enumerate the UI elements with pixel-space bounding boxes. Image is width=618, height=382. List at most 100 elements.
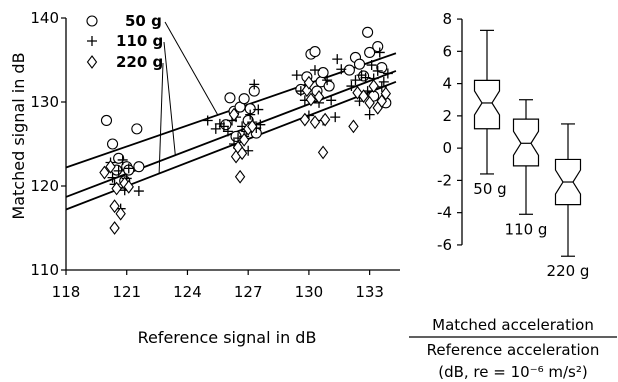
- scatter-point-diamond: [105, 159, 116, 174]
- ratio-units: (dB, re = 10⁻⁶ m/s²): [438, 363, 588, 381]
- scatter-point-circle: [372, 41, 384, 53]
- legend-leader-line: [158, 62, 164, 174]
- scatter-point-diamond: [123, 179, 134, 194]
- x-tick-label: 118: [52, 283, 81, 301]
- scatter-point-circle: [238, 93, 250, 105]
- scatter-point-diamond: [305, 92, 317, 107]
- scatter-point-circle: [358, 70, 370, 82]
- scatter-point-plus: [322, 75, 333, 86]
- scatter-points: [99, 26, 393, 235]
- box-category-label: 220 g: [547, 262, 590, 280]
- scatter-point-circle: [343, 64, 355, 76]
- scatter-point-diamond: [376, 94, 387, 109]
- scatter-point-plus: [107, 172, 118, 183]
- box-chart: 8 6 4 2 0 -2 -4 -6 50 g 110 g 220 g Matched accel…: [409, 10, 617, 381]
- scatter-point-circle: [353, 58, 366, 70]
- box-category-label: 50 g: [473, 180, 506, 198]
- scatter-point-circle: [100, 114, 113, 127]
- notched-box: [512, 118, 540, 167]
- box-y-tick-label: 4: [442, 75, 452, 93]
- box-category-label: 110 g: [505, 220, 548, 238]
- scatter-point-plus: [372, 65, 383, 76]
- scatter-point-circle: [131, 123, 143, 135]
- ratio-denominator: Reference acceleration: [427, 341, 600, 359]
- scatter-point-diamond: [247, 119, 258, 134]
- notched-box: [473, 79, 501, 130]
- scatter-point-circle: [323, 80, 335, 92]
- scatter-point-plus: [350, 75, 361, 86]
- scatter-point-plus: [249, 79, 260, 90]
- scatter-point-circle: [362, 26, 374, 38]
- box-group: 50 g: [473, 29, 507, 198]
- scatter-point-diamond: [352, 85, 363, 100]
- scatter-point-diamond: [319, 112, 331, 127]
- scatter-chart: 118 121 124 127 130 133 110 120 130 140 50 g 110 g…: [9, 9, 400, 347]
- x-axis-label: Reference signal in dB: [138, 328, 317, 347]
- box-y-tick-label: 6: [442, 42, 452, 60]
- box-y-tick-label: 2: [442, 107, 452, 125]
- ratio-label: Matched acceleration Reference accelerat…: [409, 316, 617, 381]
- x-tick-label: 130: [295, 283, 324, 301]
- y-tick-label: 130: [30, 93, 59, 111]
- scatter-point-diamond: [228, 107, 240, 122]
- scatter-point-plus: [364, 109, 375, 120]
- scatter-point-diamond: [236, 146, 248, 161]
- scatter-point-circle: [113, 152, 125, 164]
- scatter-point-diamond: [313, 90, 325, 104]
- scatter-point-diamond: [303, 75, 315, 90]
- box-group: 110 g: [505, 99, 548, 238]
- scatter-point-plus: [253, 104, 264, 115]
- scatter-point-plus: [222, 126, 233, 137]
- scatter-point-plus: [291, 70, 302, 81]
- scatter-point-circle: [107, 138, 119, 150]
- scatter-point-diamond: [234, 169, 246, 184]
- scatter-point-diamond: [317, 145, 329, 160]
- scatter-point-plus: [378, 76, 389, 87]
- legend-label: 110 g: [116, 32, 163, 50]
- y-tick-label: 110: [30, 261, 59, 279]
- legend-label: 50 g: [125, 12, 162, 30]
- x-tick-label: 133: [355, 283, 384, 301]
- scatter-point-plus: [346, 81, 357, 92]
- y-tick-label: 120: [30, 177, 59, 195]
- box-y-tick-label: -6: [437, 236, 452, 254]
- x-tick-label: 124: [173, 283, 202, 301]
- box-group: 220 g: [547, 123, 590, 280]
- x-tick-label: 121: [112, 283, 141, 301]
- ratio-numerator: Matched acceleration: [432, 316, 594, 334]
- scatter-point-diamond: [299, 112, 311, 127]
- scatter-point-circle: [86, 15, 98, 27]
- scatter-point-plus: [245, 109, 256, 120]
- scatter-axes: 118 121 124 127 130 133 110 120 130 140: [30, 9, 400, 301]
- scatter-point-plus: [382, 68, 393, 79]
- scatter-point-plus: [117, 154, 128, 165]
- box-y-tick-label: -2: [437, 171, 452, 189]
- scatter-point-diamond: [99, 165, 110, 180]
- scatter-point-diamond: [380, 86, 392, 101]
- scatter-point-diamond: [358, 89, 369, 104]
- scatter-point-circle: [317, 67, 329, 79]
- scatter-point-plus: [133, 186, 144, 197]
- scatter-point-diamond: [111, 181, 122, 196]
- scatter-point-plus: [326, 95, 337, 106]
- y-axis-label: Matched signal in dB: [9, 52, 28, 219]
- scatter-point-plus: [356, 70, 367, 81]
- y-tick-label: 140: [30, 9, 59, 27]
- scatter-point-diamond: [238, 132, 250, 147]
- scatter-point-plus: [330, 112, 341, 123]
- scatter-point-diamond: [86, 55, 98, 69]
- legend-leader-line: [164, 21, 219, 116]
- scatter-point-circle: [309, 46, 321, 58]
- scatter-point-diamond: [348, 119, 359, 134]
- scatter-point-plus: [123, 163, 134, 174]
- scatter-point-diamond: [364, 95, 375, 110]
- scatter-point-plus: [336, 64, 347, 75]
- scatter-point-circle: [364, 46, 376, 58]
- scatter-point-diamond: [115, 206, 126, 221]
- scatter-point-plus: [210, 123, 221, 134]
- legend: 50 g 110 g 220 g: [86, 12, 219, 174]
- scatter-point-plus: [255, 119, 266, 130]
- scatter-point-circle: [224, 92, 236, 104]
- scatter-point-diamond: [109, 199, 120, 214]
- fit-line: [65, 70, 397, 198]
